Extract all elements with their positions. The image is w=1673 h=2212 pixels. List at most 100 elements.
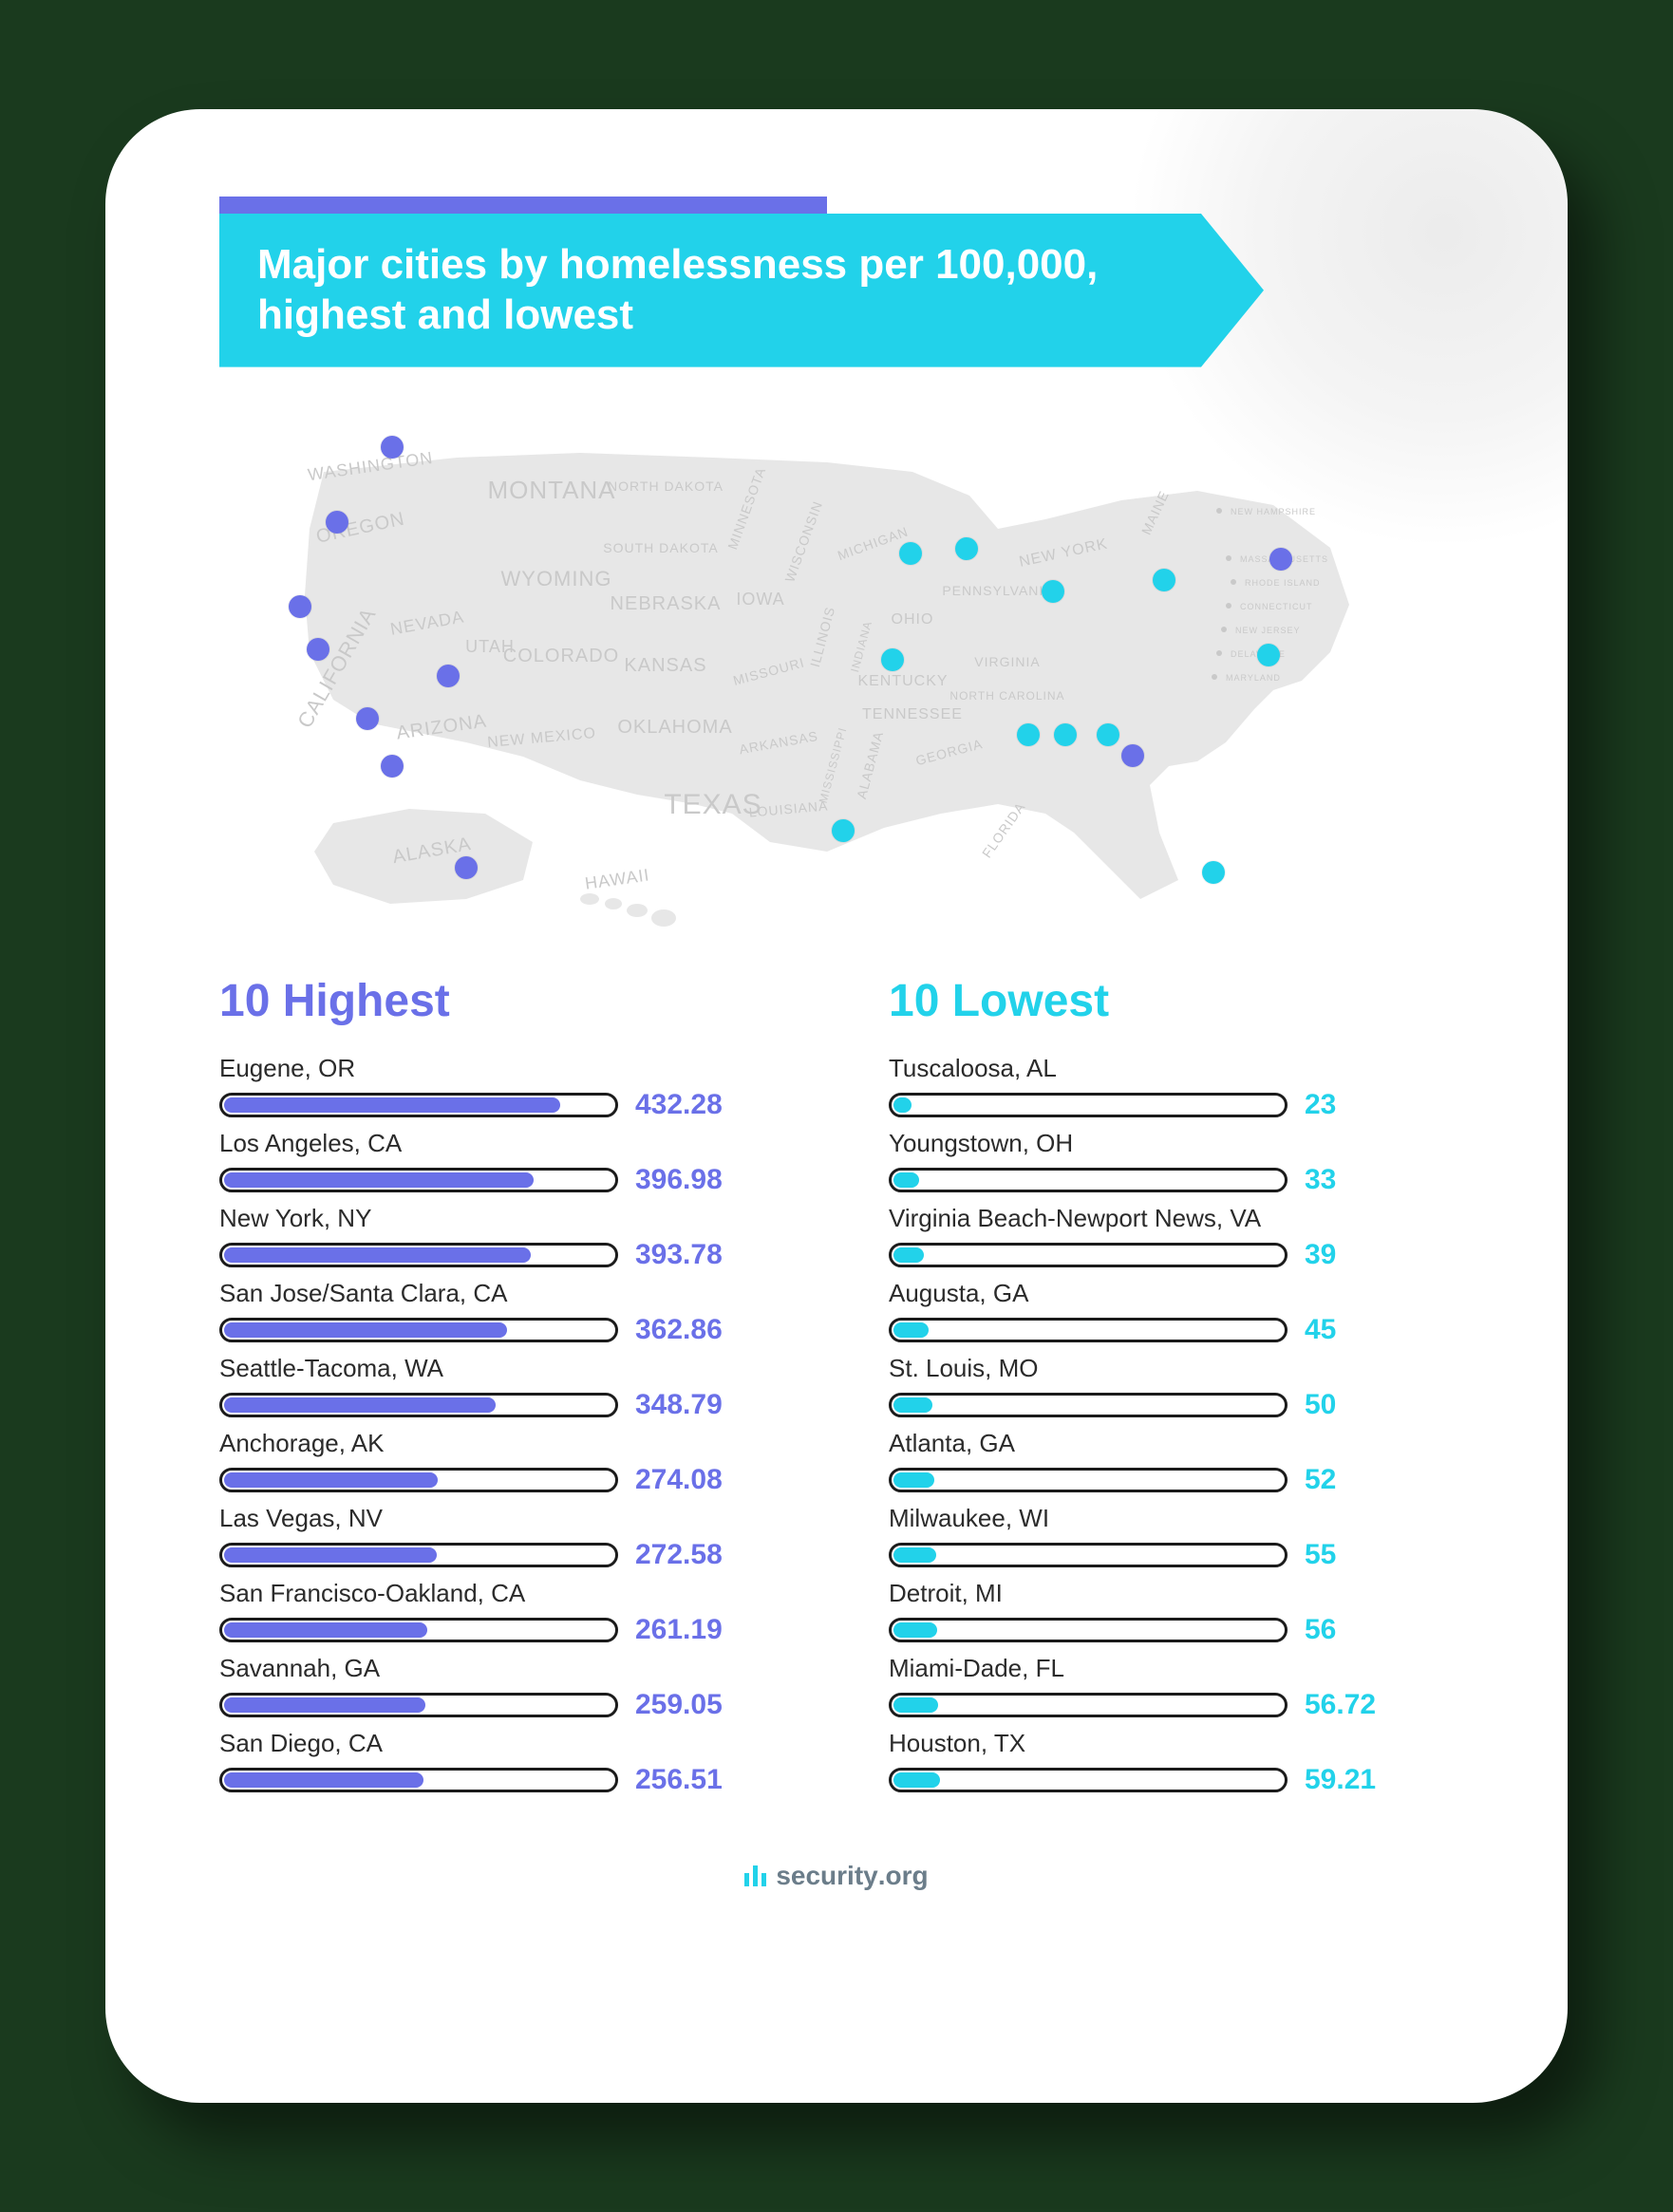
map-dot-highest [356,707,379,730]
state-label: NEBRASKA [611,593,722,614]
state-label-small: NEW JERSEY [1235,626,1301,635]
lowest-label: Virginia Beach-Newport News, VA [889,1204,1454,1233]
state-label: OKLAHOMA [617,717,732,738]
lowest-value: 45 [1305,1314,1336,1346]
highest-value: 256.51 [635,1764,723,1796]
bar-fill [224,1772,423,1788]
highest-row: Savannah, GA 259.05 [219,1654,784,1721]
highest-value: 393.78 [635,1239,723,1271]
state-label: PENNSYLVANIA [942,583,1053,598]
bar-track [889,1168,1288,1192]
highest-label: New York, NY [219,1204,784,1233]
map-dot-highest [437,665,460,687]
map-dot-highest [1121,744,1144,767]
state-label: VIRGINIA [974,654,1040,669]
map-dot-highest [381,436,404,459]
state-label-small: MARYLAND [1226,673,1281,683]
highest-label: San Diego, CA [219,1729,784,1758]
bar-track [219,1168,618,1192]
lowest-bar: 45 [889,1314,1454,1346]
state-label-small: NEW HAMPSHIRE [1231,507,1316,516]
state-callout-dot [1221,627,1227,632]
lowest-value: 59.21 [1305,1764,1376,1796]
highest-row: Las Vegas, NV272.58 [219,1504,784,1571]
bar-track [889,1543,1288,1567]
lowest-bar: 59.21 [889,1764,1454,1796]
lowest-bar: 52 [889,1464,1454,1496]
lowest-value: 23 [1305,1089,1336,1121]
bar-track [219,1618,618,1642]
state-label-small: CONNECTICUT [1240,602,1313,611]
state-label: HAWAII [584,865,651,892]
bar-track [889,1243,1288,1267]
highest-label: San Jose/Santa Clara, CA [219,1279,784,1308]
highest-row: San Diego, CA 256.51 [219,1729,784,1796]
bar-fill [224,1472,438,1488]
map-dot-lowest [1054,723,1077,746]
highest-value: 259.05 [635,1689,723,1721]
bar-track [219,1243,618,1267]
map-dot-lowest [1153,569,1175,591]
state-label: KANSAS [624,655,706,676]
map-dot-highest [289,595,311,618]
bar-track [889,1693,1288,1717]
map-dot-highest [455,856,478,879]
highest-bar: 261.19 [219,1614,784,1646]
infographic-card: Major cities by homelessness per 100,000… [105,109,1568,2103]
lowest-row: Milwaukee, WI55 [889,1504,1454,1571]
state-label: NORTH DAKOTA [608,478,724,494]
map-dot-lowest [881,648,904,671]
highest-label: Eugene, OR [219,1054,784,1083]
bar-fill [893,1397,932,1413]
lowest-column: 10 Lowest Tuscaloosa, AL23Youngstown, OH… [889,975,1454,1804]
highest-label: Anchorage, AK [219,1429,784,1458]
lowest-label: St. Louis, MO [889,1354,1454,1383]
highest-bar: 259.05 [219,1689,784,1721]
bar-fill [893,1322,929,1338]
state-callout-dot [1231,579,1236,585]
highest-value: 261.19 [635,1614,723,1646]
state-label: NORTH CAROLINA [949,689,1064,703]
highest-label: Seattle-Tacoma, WA [219,1354,784,1383]
bar-track [889,1618,1288,1642]
highest-bar: 362.86 [219,1314,784,1346]
lowest-label: Augusta, GA [889,1279,1454,1308]
bar-fill [893,1247,924,1263]
state-label: IOWA [736,590,784,609]
highest-row: San Jose/Santa Clara, CA 362.86 [219,1279,784,1346]
map-dot-lowest [1257,644,1280,666]
lowest-bar: 50 [889,1389,1454,1421]
lowest-value: 56.72 [1305,1689,1376,1721]
lowest-bar: 39 [889,1239,1454,1271]
highest-row: New York, NY 393.78 [219,1204,784,1271]
lowest-value: 33 [1305,1164,1336,1196]
highest-value: 272.58 [635,1539,723,1571]
highest-label: Savannah, GA [219,1654,784,1683]
bar-track [889,1393,1288,1417]
highest-label: San Francisco-Oakland, CA [219,1579,784,1608]
lowest-value: 55 [1305,1539,1336,1571]
highest-value: 432.28 [635,1089,723,1121]
map-dot-highest [326,511,348,534]
bar-track [219,1093,618,1117]
bar-track [889,1468,1288,1492]
lowest-bar: 33 [889,1164,1454,1196]
bar-track [219,1543,618,1567]
lowest-row: Tuscaloosa, AL 23 [889,1054,1454,1121]
state-label: WYOMING [501,567,612,590]
lowest-row: Atlanta, GA52 [889,1429,1454,1496]
bar-track [889,1768,1288,1792]
lowest-row: Youngstown, OH33 [889,1129,1454,1196]
bar-track [219,1693,618,1717]
lowest-label: Tuscaloosa, AL [889,1054,1454,1083]
footer-brand: security.org [219,1861,1454,1891]
map-dot-lowest [1017,723,1040,746]
lowest-value: 39 [1305,1239,1336,1271]
map-hawaii [580,893,676,927]
bar-track [889,1093,1288,1117]
bar-fill [224,1172,534,1188]
bar-fill [893,1697,938,1713]
bar-track [219,1468,618,1492]
highest-bar: 348.79 [219,1389,784,1421]
highest-value: 396.98 [635,1164,723,1196]
